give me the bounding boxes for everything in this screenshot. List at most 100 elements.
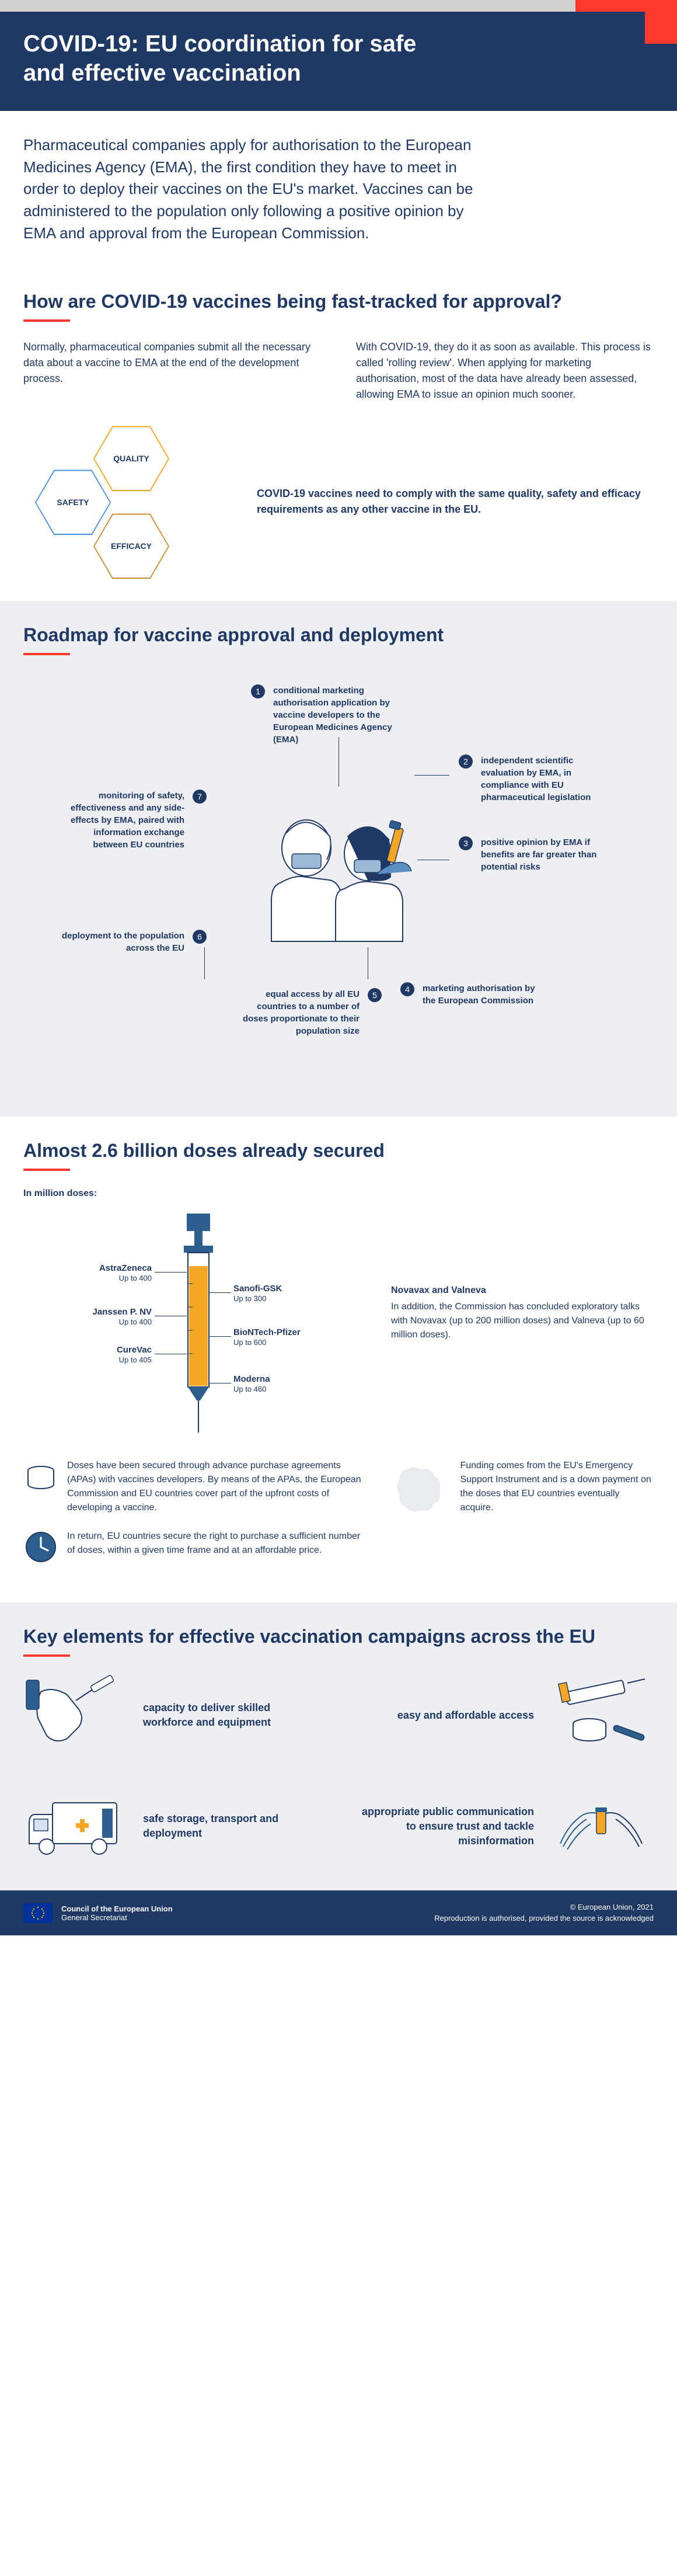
step-number: 2 — [459, 755, 473, 769]
hex-efficacy-label: EFFICACY — [111, 541, 152, 551]
key-text: easy and affordable access — [359, 1708, 534, 1723]
key-item-communication: appropriate public communication to ensu… — [359, 1785, 654, 1867]
fasttrack-section: How are COVID-19 vaccines being fast-tra… — [0, 267, 677, 601]
step-text: independent scientific evaluation by EMA… — [481, 755, 607, 804]
connector-line — [338, 737, 339, 787]
dose-janssen: Janssen P. NV Up to 400 — [47, 1307, 152, 1327]
step-text: positive opinion by EMA if benefits are … — [481, 836, 607, 873]
doses-title: Almost 2.6 billion doses already secured — [23, 1140, 654, 1162]
hex-efficacy: EFFICACY — [93, 513, 169, 579]
top-accent-bar — [0, 0, 677, 12]
step-text: marketing authorisation by the European … — [423, 982, 549, 1007]
roadmap-step-2: 2 independent scientific evaluation by E… — [455, 755, 607, 804]
key-grid: capacity to deliver skilled workforce an… — [23, 1674, 654, 1867]
company-amount: Up to 405 — [119, 1355, 152, 1364]
company-amount: Up to 400 — [119, 1274, 152, 1282]
dose-line — [209, 1292, 231, 1293]
dose-astrazeneca: AstraZeneca Up to 400 — [47, 1263, 152, 1283]
company-name: BioNTech-Pfizer — [233, 1327, 301, 1337]
novavax-text: In addition, the Commission has conclude… — [391, 1302, 644, 1340]
footer-org-block: Council of the European Union General Se… — [61, 1904, 173, 1922]
company-amount: Up to 460 — [233, 1385, 266, 1393]
step-number: 1 — [251, 684, 265, 698]
company-name: Sanofi-GSK — [233, 1284, 282, 1294]
roadmap-section: Roadmap for vaccine approval and deploym… — [0, 601, 677, 1117]
step-text: equal access by all EU countries to a nu… — [233, 988, 360, 1037]
hands-vial-icon — [549, 1785, 654, 1867]
dose-sanofi: Sanofi-GSK Up to 300 — [233, 1284, 282, 1303]
step-number: 3 — [459, 836, 473, 850]
title-underline — [23, 1654, 70, 1657]
roadmap-step-7: monitoring of safety, effectiveness and … — [58, 790, 210, 851]
header: COVID-19: EU coordination for safe and e… — [0, 12, 677, 111]
dose-biontech: BioNTech-Pfizer Up to 600 — [233, 1327, 301, 1347]
apa-text-2: In return, EU countries secure the right… — [67, 1529, 369, 1565]
company-name: AstraZeneca — [47, 1263, 152, 1273]
company-name: Janssen P. NV — [47, 1307, 152, 1317]
roadmap-step-5: equal access by all EU countries to a nu… — [233, 988, 385, 1037]
key-text: capacity to deliver skilled workforce an… — [143, 1701, 318, 1730]
dose-line — [209, 1336, 231, 1337]
hex-safety-label: SAFETY — [57, 498, 89, 507]
novavax-box: Novavax and Valneva In addition, the Com… — [391, 1214, 654, 1342]
roadmap-title: Roadmap for vaccine approval and deploym… — [23, 624, 654, 646]
dose-curevac: CureVac Up to 405 — [47, 1345, 152, 1365]
roadmap-step-3: 3 positive opinion by EMA if benefits ar… — [455, 836, 607, 873]
key-text: safe storage, transport and deployment — [143, 1812, 318, 1841]
apa-item-1: Doses have been secured through advance … — [23, 1459, 369, 1515]
intro-text: Pharmaceutical companies apply for autho… — [23, 134, 479, 244]
key-text: appropriate public communication to ensu… — [359, 1805, 534, 1849]
hex-note: COVID-19 vaccines need to comply with th… — [245, 486, 654, 517]
company-name: Moderna — [233, 1374, 270, 1384]
dose-line — [155, 1272, 187, 1273]
step-text: monitoring of safety, effectiveness and … — [58, 790, 184, 851]
key-title: Key elements for effective vaccination c… — [23, 1626, 654, 1647]
syringe-icon — [175, 1214, 222, 1435]
fasttrack-columns: Normally, pharmaceutical companies submi… — [23, 339, 654, 402]
step-number: 4 — [400, 982, 414, 996]
step-number: 6 — [193, 930, 207, 944]
syringe-column: AstraZeneca Up to 400 Janssen P. NV Up t… — [23, 1214, 374, 1435]
clock-icon — [23, 1529, 58, 1565]
apa-text-1: Doses have been secured through advance … — [67, 1459, 369, 1515]
apa-row: Doses have been secured through advance … — [23, 1459, 654, 1579]
dose-moderna: Moderna Up to 460 — [233, 1374, 270, 1394]
roadmap-step-1: 1 conditional marketing authorisation ap… — [247, 684, 399, 746]
company-amount: Up to 300 — [233, 1294, 266, 1303]
key-elements-section: Key elements for effective vaccination c… — [0, 1602, 677, 1890]
footer-repro: Reproduction is authorised, provided the… — [434, 1913, 654, 1924]
roadmap-step-6: deployment to the population across the … — [58, 930, 210, 954]
apa-item-2: In return, EU countries secure the right… — [23, 1529, 369, 1565]
coins-icon — [23, 1459, 58, 1494]
title-underline — [23, 1169, 70, 1171]
title-underline — [23, 653, 70, 655]
novavax-title: Novavax and Valneva — [391, 1284, 654, 1298]
footer-org: Council of the European Union — [61, 1904, 173, 1913]
footer: Council of the European Union General Se… — [0, 1890, 677, 1935]
syringe-coins-icon — [549, 1674, 654, 1756]
apa-left: Doses have been secured through advance … — [23, 1459, 369, 1579]
connector-line — [204, 947, 205, 979]
key-item-access: easy and affordable access — [359, 1674, 654, 1756]
roadmap-step-4: 4 marketing authorisation by the Europea… — [397, 982, 549, 1007]
footer-dept: General Secretariat — [61, 1913, 173, 1922]
hexagon-container: QUALITY SAFETY EFFICACY — [23, 426, 245, 578]
title-underline — [23, 319, 70, 322]
roadmap-illustration — [236, 790, 441, 965]
footer-left: Council of the European Union General Se… — [23, 1903, 173, 1923]
key-item-workforce: capacity to deliver skilled workforce an… — [23, 1674, 318, 1756]
company-amount: Up to 600 — [233, 1338, 266, 1347]
page-title: COVID-19: EU coordination for safe and e… — [23, 29, 444, 88]
step-number: 7 — [193, 790, 207, 804]
step-number: 5 — [368, 988, 382, 1002]
apa-right: Funding comes from the EU's Emergency Su… — [387, 1459, 654, 1523]
hexagon-row: QUALITY SAFETY EFFICACY COVID-19 vaccine… — [23, 426, 654, 578]
doses-layout: AstraZeneca Up to 400 Janssen P. NV Up t… — [23, 1214, 654, 1435]
doses-section: Almost 2.6 billion doses already secured… — [0, 1117, 677, 1602]
footer-right: © European Union, 2021 Reproduction is a… — [434, 1902, 654, 1923]
roadmap-diagram: 1 conditional marketing authorisation ap… — [23, 673, 654, 1093]
company-name: CureVac — [47, 1345, 152, 1355]
funding-text: Funding comes from the EU's Emergency Su… — [460, 1459, 654, 1515]
header-red-accent — [645, 12, 677, 44]
ambulance-icon — [23, 1785, 128, 1867]
